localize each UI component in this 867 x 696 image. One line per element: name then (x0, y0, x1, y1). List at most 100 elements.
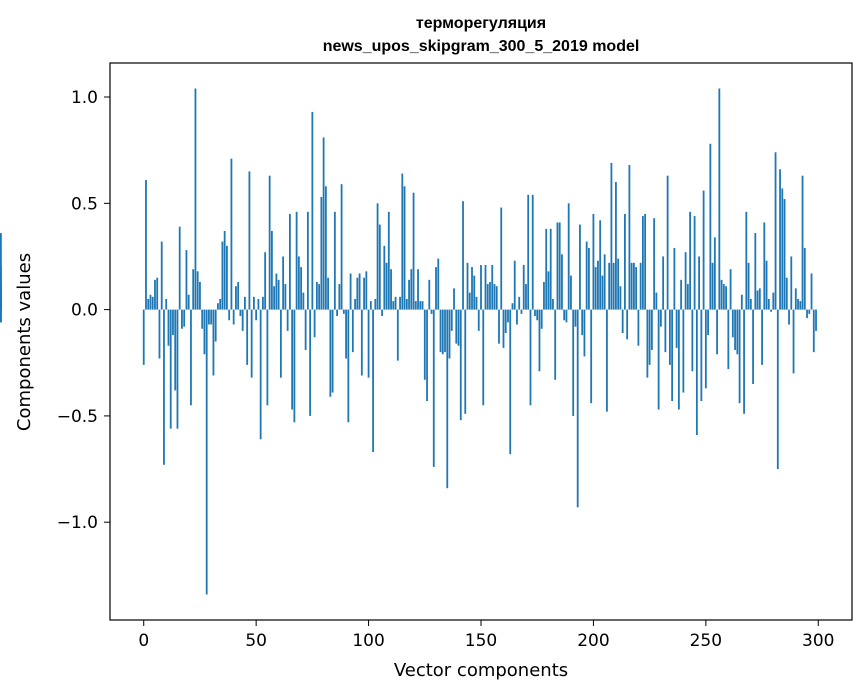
bar (810, 273, 813, 310)
y-axis: −1.0 −0.5 0.0 0.5 1.0 (57, 88, 110, 533)
bar (266, 309, 269, 406)
bar (477, 309, 480, 331)
bar (327, 277, 329, 310)
bar (579, 224, 581, 310)
bar (268, 175, 271, 310)
bar (199, 281, 201, 310)
bar (403, 186, 406, 310)
bar (194, 88, 197, 310)
bar (448, 309, 451, 359)
bar (149, 294, 152, 310)
bar (731, 309, 734, 338)
bar (390, 269, 392, 310)
bar (601, 275, 604, 310)
bar (248, 171, 251, 310)
bar (428, 279, 431, 310)
bar (468, 292, 471, 310)
bar (567, 203, 570, 310)
bar (212, 309, 215, 376)
bar (565, 309, 568, 323)
bar (588, 247, 590, 310)
bar (603, 254, 606, 310)
bar (273, 286, 276, 310)
bar (363, 277, 365, 310)
bar (727, 309, 730, 370)
bar (349, 273, 352, 310)
bar (486, 284, 489, 310)
bar (376, 203, 379, 310)
bar (410, 269, 413, 310)
bar (626, 309, 629, 340)
bar (401, 173, 404, 310)
bar (644, 213, 647, 310)
bar (412, 192, 415, 310)
bar (758, 288, 761, 310)
bar (689, 211, 692, 310)
bar (513, 260, 516, 310)
bar (743, 309, 745, 414)
bar (331, 309, 334, 393)
bar (520, 309, 523, 314)
bar (374, 298, 377, 310)
bar (145, 179, 147, 310)
y-tick-label: 0.5 (71, 194, 98, 214)
y-tick-label: 1.0 (71, 88, 98, 108)
bar (815, 309, 817, 331)
bar (315, 281, 318, 310)
bar (610, 162, 613, 310)
bar (244, 296, 246, 310)
bar (358, 273, 361, 310)
bar (511, 303, 514, 310)
bar (439, 309, 442, 353)
bar (621, 309, 624, 333)
bar (619, 286, 622, 310)
bar (617, 258, 620, 310)
bar (309, 309, 312, 416)
bar (641, 216, 644, 310)
bar (181, 309, 183, 329)
bar (441, 309, 444, 355)
bar (612, 262, 615, 310)
bar (547, 271, 550, 310)
x-axis: 0 50 100 150 200 250 300 (138, 620, 834, 651)
bar (354, 298, 356, 310)
bar (543, 281, 545, 310)
bar (718, 88, 721, 310)
bar (693, 216, 696, 310)
bar (788, 309, 790, 325)
bar (630, 262, 633, 310)
bar (491, 264, 494, 310)
bar (720, 279, 723, 310)
bar (160, 241, 163, 310)
bar (228, 309, 231, 321)
bar (790, 256, 793, 310)
bar (210, 309, 213, 325)
bar (0, 233, 2, 310)
bar (475, 296, 478, 310)
bar (716, 309, 718, 355)
bar (253, 296, 255, 310)
bar (608, 262, 611, 310)
bar (372, 309, 374, 453)
bar (509, 309, 512, 455)
bar (381, 309, 383, 316)
bar (495, 286, 498, 310)
bar (702, 190, 705, 310)
bar (277, 279, 280, 310)
x-tick-label: 300 (802, 631, 834, 651)
bar (668, 309, 671, 365)
bar (624, 213, 626, 310)
bar (480, 264, 482, 310)
bar (329, 309, 332, 397)
bar (570, 275, 572, 310)
bar (639, 262, 642, 310)
bar (430, 309, 433, 314)
bar (313, 309, 316, 338)
bar (156, 277, 159, 310)
bar (749, 298, 752, 310)
bar (653, 218, 656, 310)
bar (455, 309, 458, 344)
bar (684, 252, 687, 310)
bar (142, 309, 145, 365)
